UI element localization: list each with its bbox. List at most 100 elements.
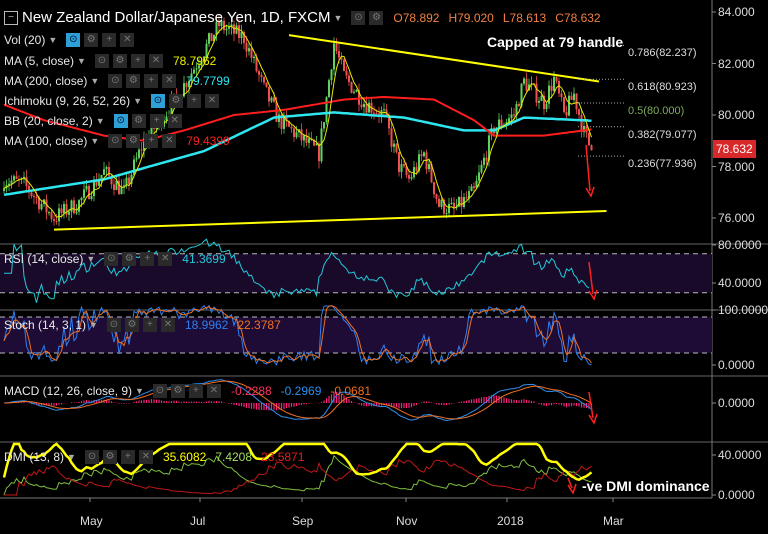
collapse-icon[interactable]: − xyxy=(4,10,18,25)
gear-icon[interactable]: ⚙ xyxy=(369,10,384,25)
chevron-down-icon[interactable]: ▼ xyxy=(86,254,96,264)
gear-icon[interactable]: ⚙ xyxy=(122,252,137,266)
close-icon[interactable]: ✕ xyxy=(158,252,173,266)
candle-body xyxy=(423,152,425,157)
close-icon[interactable]: ✕ xyxy=(205,94,219,108)
chevron-down-icon[interactable]: ▼ xyxy=(77,56,86,66)
visibility-icon[interactable]: ⊙ xyxy=(152,384,167,398)
visibility-icon[interactable]: ⊙ xyxy=(104,252,119,266)
candle-body xyxy=(30,192,33,196)
indicator-label[interactable]: MACD (12, 26, close, 9) xyxy=(4,384,133,398)
add-icon[interactable]: + xyxy=(149,114,164,128)
candle-body xyxy=(468,191,470,199)
indicator-legend: MA (100, close) ▼ ⊙ ⚙ + ✕ 79.4399 xyxy=(4,134,230,148)
chevron-down-icon[interactable]: ▼ xyxy=(135,386,144,396)
close-icon[interactable]: ✕ xyxy=(160,318,175,332)
close-icon[interactable]: ✕ xyxy=(206,384,221,398)
close-icon[interactable]: ✕ xyxy=(148,54,163,68)
gear-icon[interactable]: ⚙ xyxy=(131,114,146,128)
candle-body xyxy=(318,143,320,162)
candle-body xyxy=(265,82,268,87)
visibility-icon[interactable]: ⊙ xyxy=(106,318,121,332)
candle-body xyxy=(280,114,283,129)
indicator-label[interactable]: Stoch (14, 3, 1) xyxy=(4,318,87,332)
indicator-label[interactable]: Ichimoku (9, 26, 52, 26) xyxy=(4,94,131,108)
candle-body xyxy=(50,212,53,220)
add-icon[interactable]: + xyxy=(144,74,159,88)
candle-body xyxy=(528,84,530,91)
candle-body xyxy=(435,194,438,199)
candle-body xyxy=(353,91,355,93)
gear-icon[interactable]: ⚙ xyxy=(169,94,183,108)
visibility-icon[interactable]: ⊙ xyxy=(94,54,109,68)
gear-icon[interactable]: ⚙ xyxy=(124,318,139,332)
chevron-down-icon[interactable]: ▼ xyxy=(95,116,105,126)
add-icon[interactable]: + xyxy=(144,134,159,148)
red-arrow-icon xyxy=(588,261,594,295)
add-icon[interactable]: + xyxy=(187,94,201,108)
candle-body xyxy=(413,167,415,178)
close-icon[interactable]: ✕ xyxy=(138,450,153,464)
visibility-icon[interactable]: ⊙ xyxy=(351,10,366,25)
stoch-d-line xyxy=(3,305,592,364)
candle-body xyxy=(150,123,153,135)
candle-body xyxy=(55,221,58,223)
add-icon[interactable]: + xyxy=(188,384,203,398)
add-icon[interactable]: + xyxy=(102,33,117,47)
red-arrow-head-icon xyxy=(588,289,598,301)
close-icon[interactable]: ✕ xyxy=(162,74,177,88)
gear-icon[interactable]: ⚙ xyxy=(126,74,141,88)
candle-body xyxy=(563,97,565,113)
gear-icon[interactable]: ⚙ xyxy=(84,33,99,47)
gear-icon[interactable]: ⚙ xyxy=(102,450,117,464)
indicator-label[interactable]: MA (100, close) xyxy=(4,134,88,148)
add-icon[interactable]: + xyxy=(142,318,157,332)
candle-body xyxy=(483,157,485,165)
indicator-label[interactable]: RSI (14, close) xyxy=(4,252,84,266)
chevron-down-icon[interactable]: ▼ xyxy=(333,12,343,23)
visibility-icon[interactable]: ⊙ xyxy=(108,134,123,148)
visibility-icon[interactable]: ⊙ xyxy=(66,33,81,47)
candle-body xyxy=(35,196,38,198)
visibility-icon[interactable]: ⊙ xyxy=(151,94,165,108)
candle-body xyxy=(120,186,123,195)
chevron-down-icon[interactable]: ▼ xyxy=(89,320,98,330)
indicator-label[interactable]: MA (200, close) xyxy=(4,74,88,88)
chevron-down-icon[interactable]: ▼ xyxy=(48,35,58,45)
indicator-value: 79.7799 xyxy=(186,74,230,88)
candle-body xyxy=(478,172,480,181)
candle-body xyxy=(570,95,573,100)
visibility-icon[interactable]: ⊙ xyxy=(113,114,128,128)
indicator-label[interactable]: MA (5, close) xyxy=(4,54,75,68)
candle-body xyxy=(450,202,453,204)
gear-icon[interactable]: ⚙ xyxy=(112,54,127,68)
close-icon[interactable]: ✕ xyxy=(167,114,182,128)
add-icon[interactable]: + xyxy=(130,54,145,68)
macd-line xyxy=(3,379,592,422)
chart-title-row: − New Zealand Dollar/Japanese Yen, 1D, F… xyxy=(4,9,601,26)
gear-icon[interactable]: ⚙ xyxy=(126,134,141,148)
indicator-label[interactable]: DMI (13, 8) xyxy=(4,450,65,464)
annotation-capped: Capped at 79 handle xyxy=(487,34,624,50)
close-icon[interactable]: ✕ xyxy=(162,134,177,148)
add-icon[interactable]: + xyxy=(120,450,135,464)
candle-body xyxy=(195,68,198,70)
indicator-label[interactable]: Vol (20) xyxy=(4,33,46,47)
chevron-down-icon[interactable]: ▼ xyxy=(133,96,142,106)
chevron-down-icon[interactable]: ▼ xyxy=(90,136,100,146)
symbol-title[interactable]: New Zealand Dollar/Japanese Yen, 1D, FXC… xyxy=(22,9,331,26)
candle-body xyxy=(513,114,515,116)
visibility-icon[interactable]: ⊙ xyxy=(84,450,99,464)
chevron-down-icon[interactable]: ▼ xyxy=(90,76,100,86)
gear-icon[interactable]: ⚙ xyxy=(170,384,185,398)
indicator-legend: RSI (14, close) ▼ ⊙ ⚙ + ✕ 41.3699 xyxy=(4,252,226,266)
candle-body xyxy=(200,61,203,66)
chevron-down-icon[interactable]: ▼ xyxy=(67,452,76,462)
close-icon[interactable]: ✕ xyxy=(120,33,135,47)
indicator-label[interactable]: BB (20, close, 2) xyxy=(4,114,93,128)
ma100-line xyxy=(3,95,592,142)
visibility-icon[interactable]: ⊙ xyxy=(108,74,123,88)
candle-body xyxy=(583,125,585,133)
add-icon[interactable]: + xyxy=(140,252,155,266)
